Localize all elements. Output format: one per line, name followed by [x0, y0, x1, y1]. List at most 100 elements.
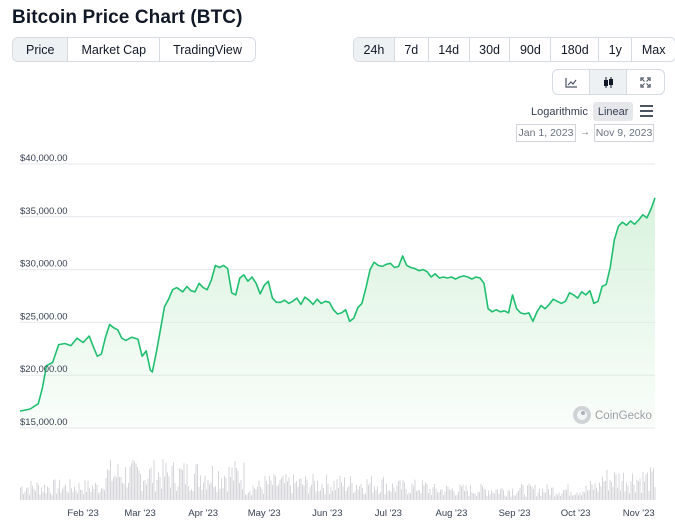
volume-bar [300, 478, 302, 500]
tab-price[interactable]: Price [13, 38, 69, 61]
fullscreen-button[interactable] [627, 70, 664, 94]
volume-bar [32, 485, 33, 500]
volume-bar [419, 490, 420, 500]
volume-bar [650, 467, 651, 500]
volume-bar [318, 491, 320, 500]
volume-bar [645, 474, 647, 500]
x-tick-label: Sep '23 [499, 508, 531, 519]
volume-bar [170, 487, 171, 500]
volume-bar [329, 494, 330, 500]
line-chart-button[interactable] [553, 70, 590, 94]
volume-bar [351, 482, 353, 500]
volume-bar [83, 494, 84, 500]
volume-bar [62, 488, 63, 500]
volume-bar [125, 467, 126, 500]
volume-bar [228, 466, 230, 500]
volume-bar [285, 474, 287, 500]
volume-bar [620, 490, 621, 500]
volume-bar [431, 495, 432, 500]
volume-bar [447, 486, 449, 500]
y-tick-label: $35,000.00 [20, 206, 68, 217]
volume-bar [90, 491, 92, 500]
volume-bar [251, 495, 252, 500]
range-24h[interactable]: 24h [354, 38, 395, 61]
volume-bar [641, 492, 642, 500]
volume-bar [270, 480, 272, 500]
volume-bar [96, 484, 98, 500]
candlestick-button[interactable] [590, 70, 627, 94]
time-range-selector: 24h 7d 14d 30d 90d 180d 1y Max [353, 37, 675, 62]
volume-bar [443, 495, 444, 500]
range-1y[interactable]: 1y [599, 38, 633, 61]
volume-bar [566, 489, 567, 500]
chart-menu-icon[interactable] [640, 105, 653, 117]
volume-bar [456, 494, 458, 500]
line-chart-icon [564, 77, 577, 88]
volume-bar [350, 476, 351, 500]
volume-bar [248, 492, 249, 500]
volume-bar [134, 461, 135, 500]
volume-bar [68, 492, 69, 500]
volume-bar [542, 488, 543, 500]
volume-bar [237, 470, 239, 500]
watermark-text: CoinGecko [595, 410, 652, 422]
volume-bar [354, 491, 356, 500]
volume-bar [531, 486, 533, 500]
volume-bar [575, 494, 576, 500]
volume-bar [165, 463, 167, 500]
volume-bar [353, 493, 354, 500]
volume-bar [53, 480, 54, 500]
volume-bar [626, 482, 627, 500]
volume-bar [21, 486, 23, 500]
volume-bar [158, 472, 159, 500]
volume-bar [402, 479, 404, 500]
volume-bar [459, 484, 461, 500]
volume-bar [360, 484, 362, 500]
volume-bar [275, 476, 276, 500]
volume-bar [47, 486, 48, 500]
volume-bar [116, 477, 117, 500]
volume-bar [266, 480, 267, 500]
date-from-input[interactable]: Jan 1, 2023 [516, 124, 576, 142]
volume-bar [93, 489, 95, 500]
x-tick-label: Mar '23 [124, 508, 155, 519]
volume-bar [422, 480, 423, 500]
range-90d[interactable]: 90d [510, 38, 552, 61]
volume-bar [563, 490, 564, 500]
volume-bar [282, 475, 284, 500]
volume-bar [188, 486, 189, 500]
linear-option[interactable]: Linear [592, 102, 634, 121]
range-7d[interactable]: 7d [395, 38, 429, 61]
tab-market-cap[interactable]: Market Cap [68, 38, 161, 61]
volume-bar [534, 484, 536, 500]
volume-bar [41, 487, 42, 500]
volume-bar [95, 483, 96, 500]
volume-bar [347, 487, 348, 500]
tab-tradingview[interactable]: TradingView [173, 42, 242, 57]
volume-bar [377, 486, 378, 500]
volume-bar [308, 493, 309, 500]
y-tick-label: $30,000.00 [20, 259, 68, 270]
volume-bar [54, 479, 56, 500]
volume-bar [450, 489, 452, 500]
volume-bar [510, 496, 512, 500]
volume-bar [390, 491, 392, 500]
logarithmic-option[interactable]: Logarithmic [531, 105, 588, 118]
volume-bar [494, 493, 495, 500]
range-30d[interactable]: 30d [470, 38, 511, 61]
volume-bar [27, 487, 29, 500]
range-max[interactable]: Max [641, 42, 666, 57]
volume-bar [113, 477, 114, 500]
volume-bar [461, 486, 462, 500]
date-to-input[interactable]: Nov 9, 2023 [594, 124, 654, 142]
range-14d[interactable]: 14d [429, 38, 470, 61]
volume-bar [521, 484, 522, 500]
volume-bar [404, 482, 405, 500]
volume-bar [512, 488, 513, 500]
range-180d[interactable]: 180d [551, 38, 600, 61]
volume-bar [335, 489, 336, 500]
volume-bar [171, 465, 173, 500]
volume-bar [438, 492, 440, 500]
volume-bar [489, 494, 491, 500]
